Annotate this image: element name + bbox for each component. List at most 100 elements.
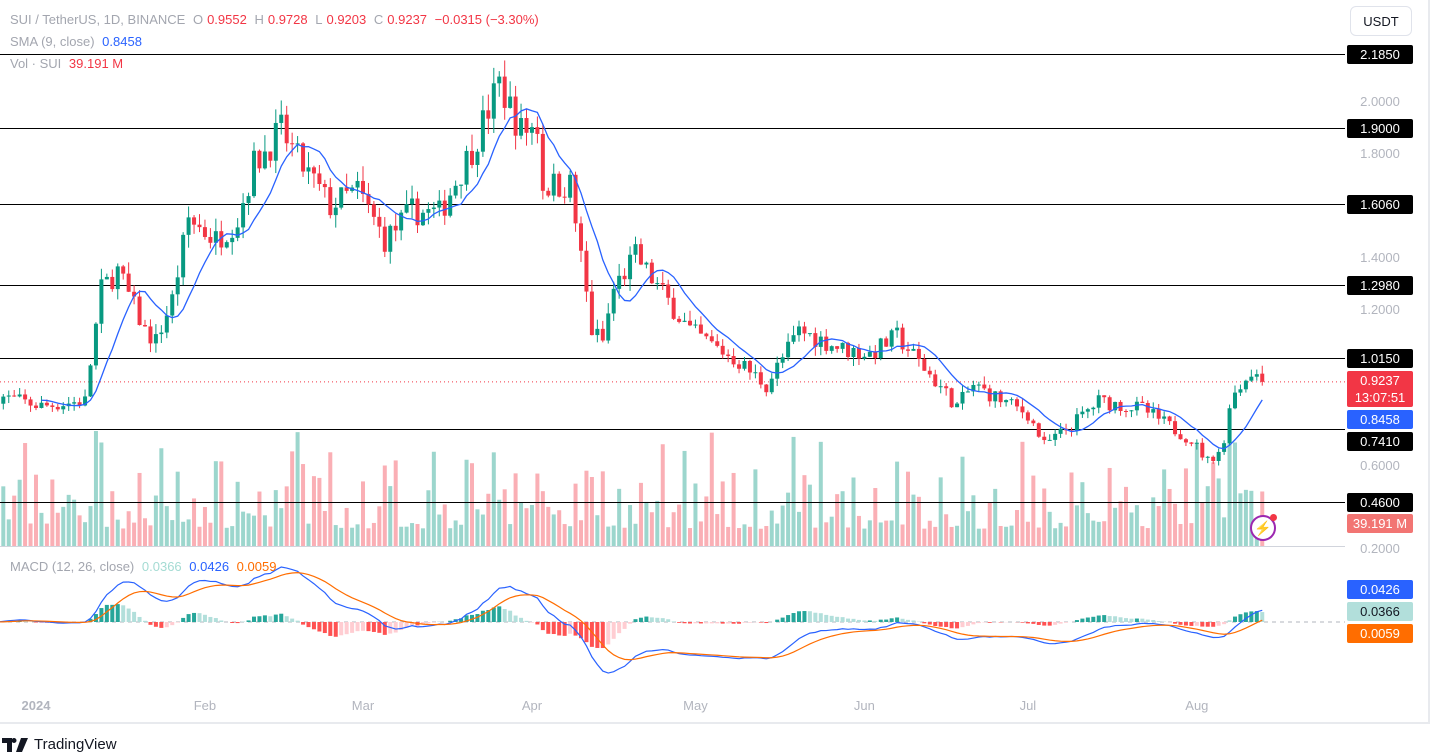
candle-body xyxy=(110,276,115,290)
macd-histogram-bar xyxy=(115,604,120,622)
volume-bar xyxy=(83,522,88,546)
macd-histogram-bar xyxy=(944,622,949,627)
volume-bar xyxy=(448,528,453,546)
macd-histogram-bar xyxy=(1107,616,1112,622)
lightning-icon[interactable]: ⚡ xyxy=(1250,514,1277,541)
volume-bar xyxy=(933,526,938,546)
sma-legend[interactable]: SMA (9, close) 0.8458 xyxy=(10,34,146,49)
volume-bar xyxy=(197,526,202,546)
macd-histogram-bar xyxy=(780,617,785,622)
volume-bar xyxy=(1167,488,1172,546)
volume-bar xyxy=(1004,526,1009,546)
macd-histogram-bar xyxy=(410,622,415,626)
candle-body xyxy=(1129,410,1134,412)
macd-histogram-bar xyxy=(889,618,894,622)
macd-histogram-bar xyxy=(273,614,278,622)
time-tick-label: Jul xyxy=(1019,698,1037,713)
currency-button[interactable]: USDT xyxy=(1350,6,1412,36)
macd-hist-value: 0.0366 xyxy=(141,559,182,574)
volume-bar xyxy=(72,499,77,546)
low-value: 0.9203 xyxy=(326,12,367,27)
volume-bar xyxy=(28,523,33,546)
candle-body xyxy=(1096,395,1101,408)
macd-histogram-bar xyxy=(344,622,349,635)
candle-body xyxy=(213,231,218,243)
macd-histogram-bar xyxy=(1134,618,1139,622)
candle-body xyxy=(301,143,306,172)
volume-bar xyxy=(230,526,235,546)
candle-body xyxy=(682,320,687,322)
volume-bar xyxy=(867,520,872,546)
macd-histogram-bar xyxy=(922,622,927,624)
volume-bar xyxy=(693,483,698,546)
macd-histogram-bar xyxy=(911,620,916,622)
candle-body xyxy=(906,349,910,351)
volume-bar xyxy=(55,512,60,546)
macd-histogram-bar xyxy=(1178,622,1183,625)
macd-histogram-bar xyxy=(1102,615,1107,622)
macd-histogram-bar xyxy=(1183,622,1188,626)
volume-bar xyxy=(1129,512,1134,546)
volume-bar xyxy=(1069,472,1074,546)
volume-bar xyxy=(628,505,633,546)
volume-bar xyxy=(486,493,491,546)
volume-bar xyxy=(895,461,900,546)
volume-bar xyxy=(617,488,622,546)
macd-histogram-bar xyxy=(1233,616,1237,622)
macd-histogram-bar xyxy=(529,622,534,623)
candle-body xyxy=(688,320,692,326)
symbol-legend: SUI / TetherUS, 1D, BINANCE O 0.9552 H 0.9… xyxy=(10,12,543,27)
volume-bar xyxy=(720,481,725,546)
volume-bar xyxy=(649,512,654,546)
macd-hist-tag: 0.0366 xyxy=(1347,602,1413,621)
macd-legend[interactable]: MACD (12, 26, close) 0.0366 0.0426 0.005… xyxy=(10,559,280,574)
volume-bar xyxy=(998,526,1003,546)
price-tick-label: 1.4000 xyxy=(1360,250,1400,265)
macd-histogram-bar xyxy=(235,622,240,624)
volume-bar xyxy=(573,483,578,546)
volume-bar xyxy=(301,464,306,546)
macd-histogram-bar xyxy=(584,622,589,643)
macd-histogram-bar xyxy=(1216,622,1221,626)
candle-body xyxy=(1042,436,1047,441)
candle-body xyxy=(747,360,752,373)
candle-body xyxy=(846,342,851,357)
candle-body xyxy=(17,394,22,397)
tradingview-logo[interactable]: TradingView xyxy=(2,736,117,753)
candle-body xyxy=(262,151,267,169)
volume-legend[interactable]: Vol · SUI 39.191 M xyxy=(10,56,127,71)
candle-body xyxy=(115,266,120,290)
volume-bar xyxy=(906,471,910,546)
macd-histogram-bar xyxy=(976,622,981,624)
volume-bar xyxy=(540,491,545,546)
volume-bar xyxy=(1216,478,1221,546)
candle-body xyxy=(197,224,202,228)
candle-body xyxy=(1145,402,1150,413)
candle-body xyxy=(649,262,654,284)
macd-histogram-bar xyxy=(818,613,823,622)
volume-bar xyxy=(137,472,142,546)
macd-histogram-bar xyxy=(39,622,44,623)
candle-body xyxy=(491,83,496,119)
candle-body xyxy=(813,333,818,347)
candle-body xyxy=(993,391,998,402)
chart-canvas[interactable] xyxy=(0,0,1345,724)
candle-body xyxy=(186,217,191,235)
macd-histogram-bar xyxy=(797,611,801,622)
volume-bar xyxy=(677,504,682,546)
candle-body xyxy=(927,370,932,375)
volume-bar xyxy=(93,431,98,546)
candle-body xyxy=(589,291,594,336)
candle-body xyxy=(802,326,807,334)
candle-body xyxy=(83,396,88,406)
volume-bar xyxy=(835,494,840,546)
candle-body xyxy=(731,356,736,365)
candle-body xyxy=(284,114,289,144)
candle-body xyxy=(181,234,186,278)
volume-bar xyxy=(34,474,38,546)
macd-histogram-bar xyxy=(1222,622,1227,625)
volume-bar xyxy=(382,465,387,546)
volume-label: Vol · SUI xyxy=(10,56,62,71)
macd-histogram-bar xyxy=(1058,622,1063,624)
time-tick-label: Jun xyxy=(853,698,875,713)
